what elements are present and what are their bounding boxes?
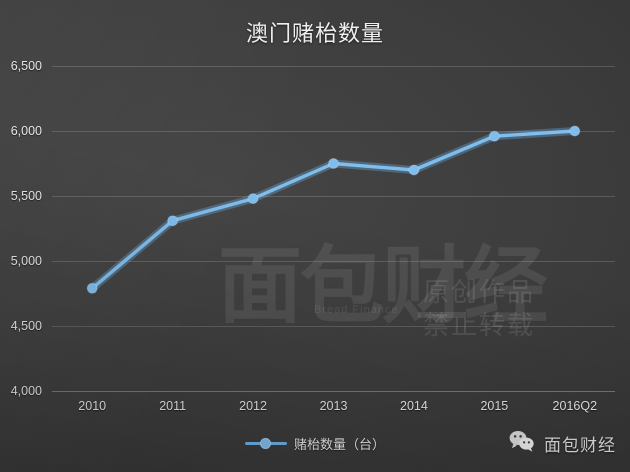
- gridline: [52, 326, 615, 327]
- y-axis-tick-label: 6,500: [10, 59, 42, 73]
- y-axis-tick-label: 4,000: [10, 384, 42, 398]
- gridline: [52, 261, 615, 262]
- x-axis-tick-label: 2013: [319, 399, 348, 413]
- y-axis-tick-label: 5,500: [10, 189, 42, 203]
- data-point-marker: [488, 130, 500, 142]
- data-point-marker: [167, 215, 179, 227]
- y-axis-tick-label: 5,000: [10, 254, 42, 268]
- gridline: [52, 391, 615, 392]
- chart-legend: 赌枱数量（台）: [0, 434, 630, 453]
- x-axis-tick-label: 2012: [239, 399, 267, 413]
- wechat-icon: [509, 430, 535, 457]
- legend-swatch: [244, 438, 287, 449]
- data-point-marker: [328, 158, 339, 169]
- legend-label: 赌枱数量（台）: [293, 437, 385, 452]
- brand-block: 面包财经: [509, 430, 616, 457]
- brand-name: 面包财经: [544, 436, 616, 455]
- x-axis-tick-label: 2014: [400, 399, 428, 413]
- chart-title: 澳门赌枱数量: [245, 21, 384, 46]
- gridline: [52, 131, 615, 132]
- series-line-glow: [88, 127, 579, 293]
- x-axis-tick-label: 2016Q2: [552, 399, 598, 413]
- x-axis-tick-label: 2015: [480, 399, 509, 413]
- x-axis-tick-label: 2010: [78, 399, 107, 413]
- data-point-marker: [569, 125, 581, 137]
- y-axis-tick-label: 6,000: [10, 124, 42, 138]
- x-axis-tick-label: 2011: [159, 399, 187, 413]
- data-point-marker: [86, 282, 98, 294]
- data-point-marker: [408, 164, 420, 176]
- y-axis-tick-label: 4,500: [10, 319, 42, 333]
- gridline: [52, 196, 615, 197]
- plot-area: 4,000 4,500 5,000 5,500 6,000 6,500 2010 2011 2…: [11, 59, 615, 413]
- gridline: [52, 66, 615, 67]
- series-line: [90, 129, 577, 291]
- line-series: [86, 125, 581, 294]
- data-point-marker: [247, 193, 259, 205]
